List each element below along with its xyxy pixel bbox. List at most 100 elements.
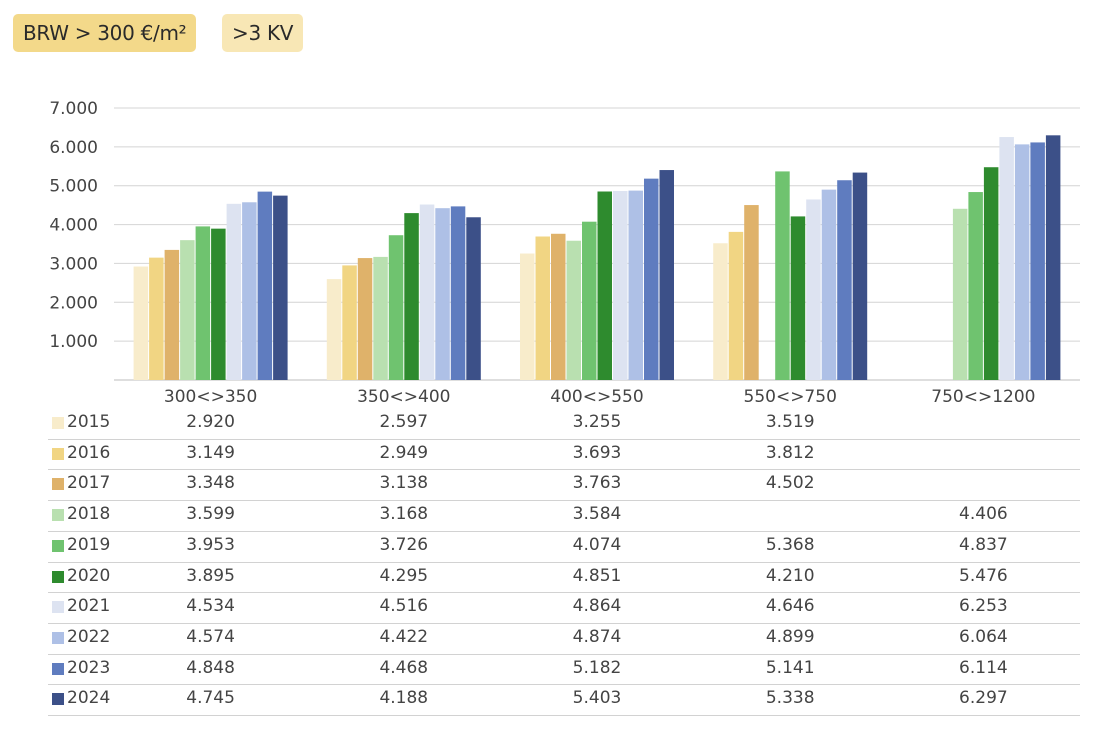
- table-cell: 5.403: [572, 688, 622, 709]
- legend-year-label: 2019: [67, 534, 111, 555]
- bar-2018: [373, 256, 388, 380]
- bar-2022: [242, 202, 257, 380]
- y-tick-label: 6.000: [49, 138, 98, 158]
- bar-2016: [728, 231, 744, 380]
- table-row-divider: [48, 622, 1080, 624]
- legend-swatch: [52, 662, 64, 675]
- bar-2023: [1030, 142, 1045, 380]
- table-cell: 6.114: [959, 657, 1008, 678]
- table-cell: 3.138: [379, 473, 429, 494]
- table-cell: 4.295: [379, 565, 429, 586]
- table-row-divider: [48, 469, 1080, 471]
- bar-2019: [582, 221, 597, 380]
- table-cell: 4.188: [379, 688, 429, 709]
- table-row-divider: [48, 715, 1080, 716]
- legend-swatch: [52, 601, 64, 614]
- table-cell: 4.646: [765, 596, 815, 617]
- table-cell: 5.476: [959, 565, 1008, 586]
- table-row-divider: [48, 530, 1080, 532]
- bar-2016: [342, 265, 357, 380]
- legend-year-label: 2020: [67, 565, 111, 586]
- bar-2021: [226, 203, 242, 380]
- bar-2022: [628, 190, 643, 380]
- y-tick-label: 7.000: [49, 99, 98, 119]
- legend-year-label: 2024: [67, 688, 111, 709]
- bar-2021: [806, 199, 821, 380]
- x-category-label: 550<>750: [744, 387, 837, 407]
- legend-swatch: [52, 478, 64, 491]
- bar-2015: [133, 266, 149, 380]
- bar-2017: [551, 233, 566, 380]
- table-cell: 4.468: [379, 657, 429, 678]
- legend-year-label: 2022: [67, 626, 111, 647]
- bar-2020: [790, 216, 806, 380]
- table-cell: 3.693: [572, 442, 622, 463]
- table-cell: 6.253: [959, 596, 1008, 617]
- bar-2022: [435, 208, 450, 380]
- bar-2018: [566, 240, 581, 380]
- table-cell: 3.812: [765, 442, 815, 463]
- legend-swatch: [52, 509, 64, 522]
- bar-2016: [535, 236, 550, 380]
- legend-swatch: [52, 447, 64, 460]
- table-cell: 5.141: [765, 657, 815, 678]
- bar-2015: [713, 243, 728, 380]
- legend-swatch: [52, 539, 64, 552]
- bar-2024: [852, 172, 868, 380]
- x-category-label: 400<>550: [550, 387, 643, 407]
- table-cell: 3.519: [765, 412, 815, 432]
- legend-swatch: [52, 693, 64, 706]
- table-row-divider: [48, 684, 1080, 686]
- x-category-label: 350<>400: [357, 387, 450, 407]
- bar-2019: [388, 235, 404, 380]
- table-cell: 4.837: [959, 534, 1008, 555]
- x-category-label: 300<>350: [164, 387, 257, 407]
- table-cell: 5.368: [765, 534, 815, 555]
- bar-2024: [1045, 135, 1061, 380]
- legend-year-label: 2021: [67, 596, 111, 617]
- table-cell: 5.338: [765, 688, 815, 709]
- bar-2022: [1014, 144, 1030, 380]
- table-cell: 3.255: [572, 412, 622, 432]
- bar-2020: [404, 213, 419, 380]
- x-category-label: 750<>1200: [931, 387, 1035, 407]
- y-tick-label: 3.000: [49, 254, 98, 274]
- table-row-divider: [48, 653, 1080, 655]
- bar-2015: [520, 253, 535, 380]
- bar-2021: [999, 137, 1014, 380]
- table-cell: 2.920: [186, 412, 235, 432]
- bar-2018: [952, 208, 968, 380]
- bar-2020: [597, 191, 612, 380]
- bar-2018: [180, 240, 195, 380]
- table-cell: 3.168: [379, 504, 429, 525]
- bar-2022: [821, 189, 837, 380]
- table-cell: 4.422: [379, 626, 429, 647]
- table-cell: 3.584: [572, 504, 622, 525]
- table-cell: 6.297: [959, 688, 1008, 709]
- legend-year-label: 2023: [67, 657, 111, 678]
- bar-2017: [744, 205, 759, 380]
- bar-2021: [419, 204, 435, 380]
- table-cell: 2.597: [379, 412, 429, 432]
- legend-swatch: [52, 570, 64, 583]
- bar-2023: [837, 180, 852, 380]
- table-cell: 4.851: [572, 565, 622, 586]
- table-row-divider: [48, 592, 1080, 594]
- table-row-divider: [48, 561, 1080, 563]
- table-cell: 4.516: [379, 596, 429, 617]
- legend-year-label: 2018: [67, 504, 111, 525]
- table-cell: 3.149: [186, 442, 235, 463]
- bar-2015: [326, 279, 342, 380]
- bar-2019: [968, 192, 983, 380]
- table-cell: 3.953: [186, 534, 235, 555]
- filter-tag-kv[interactable]: >3 KV: [222, 14, 304, 52]
- y-tick-label: 2.000: [49, 293, 98, 313]
- table-cell: 4.745: [186, 688, 235, 709]
- legend-swatch: [52, 631, 64, 644]
- bar-2023: [257, 191, 273, 380]
- bar-2023: [644, 178, 659, 380]
- filter-tag-price[interactable]: BRW > 300 €/m²: [13, 14, 197, 52]
- table-cell: 6.064: [959, 626, 1008, 647]
- table-cell: 3.895: [186, 565, 235, 586]
- bar-2019: [195, 226, 211, 380]
